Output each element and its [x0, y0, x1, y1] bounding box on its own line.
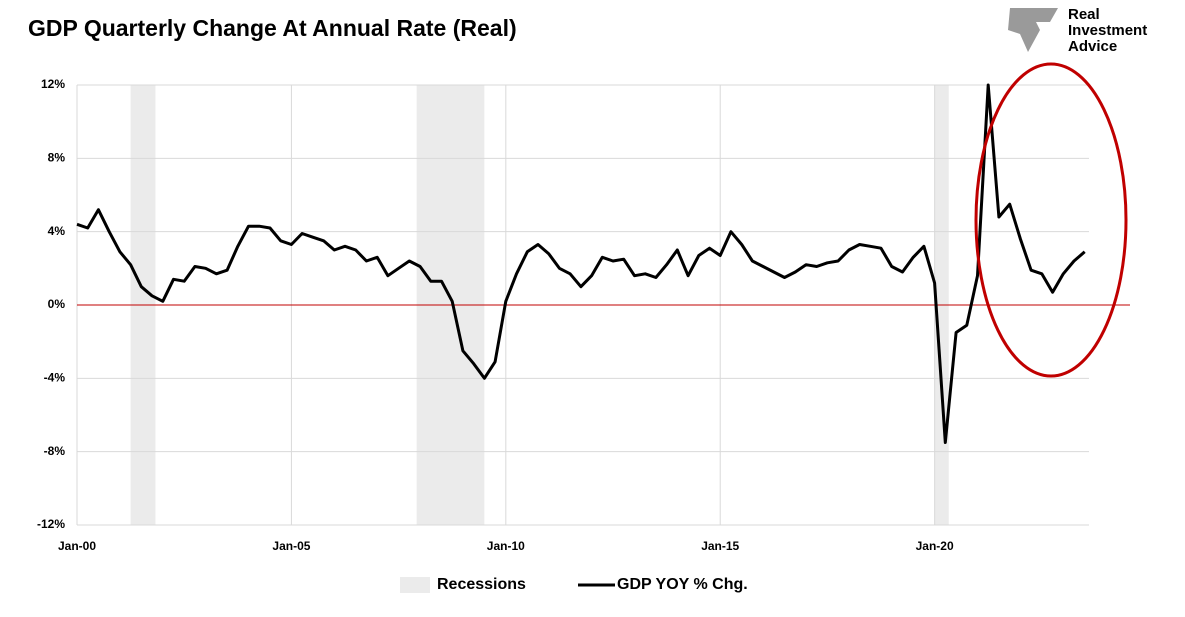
chart-title: GDP Quarterly Change At Annual Rate (Rea… — [28, 15, 517, 41]
logo: Real Investment Advice — [1008, 6, 1147, 55]
x-tick-label: Jan-20 — [916, 539, 954, 553]
x-tick-label: Jan-05 — [272, 539, 310, 553]
x-tick-label: Jan-10 — [487, 539, 525, 553]
logo-text: Real — [1068, 6, 1100, 23]
y-tick-label: 4% — [48, 224, 66, 238]
logo-text: Investment — [1068, 22, 1147, 39]
series-line — [76, 83, 1086, 444]
highlight-ellipse — [974, 62, 1128, 378]
legend-label: GDP YOY % Chg. — [617, 576, 748, 593]
y-tick-label: 0% — [48, 297, 66, 311]
legend-swatch — [400, 577, 430, 593]
logo-mark — [1008, 8, 1058, 52]
y-tick-label: -4% — [44, 371, 66, 385]
y-tick-label: 8% — [48, 151, 66, 165]
x-tick-label: Jan-00 — [58, 539, 96, 553]
legend-label: Recessions — [437, 576, 526, 593]
logo-text: Advice — [1068, 38, 1117, 55]
x-tick-label: Jan-15 — [701, 539, 739, 553]
y-tick-label: -12% — [37, 517, 65, 531]
y-tick-label: -8% — [44, 444, 66, 458]
y-tick-label: 12% — [41, 77, 65, 91]
plot-area: -12% -8% -4% 0% 4% 8% 12% Jan-00 Jan-05 Jan-10 Jan… — [37, 77, 1130, 593]
